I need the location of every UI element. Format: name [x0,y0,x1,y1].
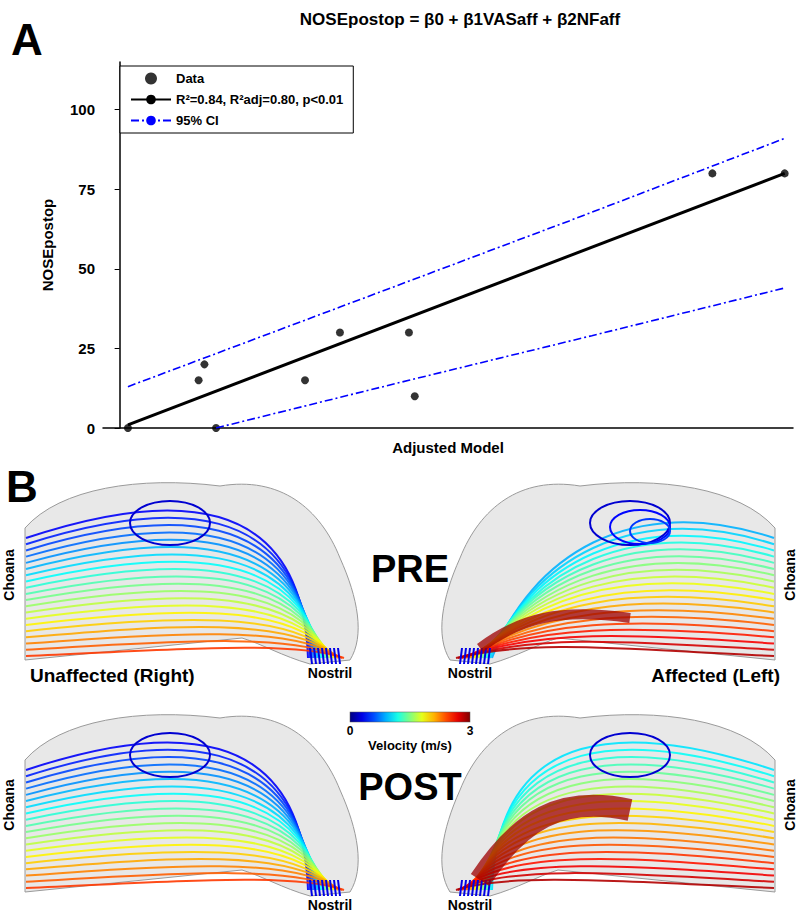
svg-text:0: 0 [347,724,354,738]
svg-text:NOSEpostop: NOSEpostop [39,199,56,292]
svg-text:100: 100 [70,101,95,118]
svg-text:Choana: Choana [782,779,798,831]
svg-text:95% CI: 95% CI [176,113,219,128]
svg-text:75: 75 [78,181,95,198]
svg-text:0: 0 [87,420,95,437]
svg-text:Choana: Choana [782,549,798,601]
svg-text:Nostril: Nostril [448,897,492,913]
svg-text:Choana: Choana [1,779,17,831]
svg-text:Unaffected (Right): Unaffected (Right) [30,665,195,686]
svg-text:Affected (Left): Affected (Left) [651,665,780,686]
svg-text:Velocity (m/s): Velocity (m/s) [368,738,452,753]
svg-text:Choana: Choana [1,549,17,601]
svg-text:3: 3 [467,724,474,738]
svg-text:Nostril: Nostril [308,665,352,681]
svg-text:A: A [11,15,43,64]
svg-text:Data: Data [176,71,205,86]
svg-text:B: B [6,462,38,511]
svg-text:PRE: PRE [371,548,449,590]
svg-text:POST: POST [358,766,461,808]
svg-text:50: 50 [78,260,95,277]
svg-text:R²=0.84, R²adj=0.80, p<0.01: R²=0.84, R²adj=0.80, p<0.01 [176,92,343,107]
svg-text:NOSEpostop = β0 + β1VASaff + β: NOSEpostop = β0 + β1VASaff + β2NFaff [300,10,621,29]
svg-text:Nostril: Nostril [448,665,492,681]
svg-text:25: 25 [78,340,95,357]
svg-text:Adjusted Model: Adjusted Model [392,439,504,456]
svg-text:Nostril: Nostril [308,897,352,913]
